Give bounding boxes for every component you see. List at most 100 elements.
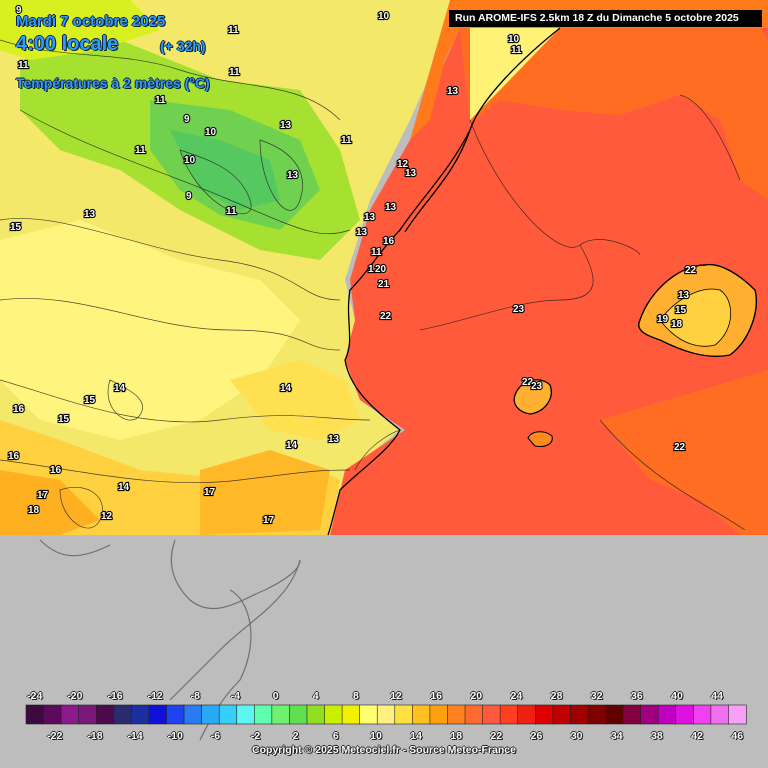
legend-swatch (78, 704, 97, 725)
legend-tick-label: -18 (87, 730, 103, 742)
legend-tick-label: -12 (147, 690, 163, 702)
iso-label: 11 (341, 135, 352, 146)
iso-label: 16 (383, 236, 395, 247)
iso-label: 19 (657, 314, 669, 325)
iso-label: 10 (205, 127, 217, 138)
legend-swatch (43, 704, 62, 725)
parameter-title: Températures à 2 mètres (°C) (16, 75, 210, 91)
iso-label: 16 (8, 451, 20, 462)
iso-label: 13 (287, 170, 299, 181)
legend-swatch (236, 704, 255, 725)
iso-label: 17 (37, 490, 49, 501)
iso-label: 12 (397, 159, 409, 170)
legend-swatch (587, 704, 607, 725)
legend-swatch (517, 704, 536, 725)
iso-label: 9 (186, 191, 192, 202)
iso-label: 14 (280, 383, 292, 394)
iso-label: 23 (531, 381, 543, 392)
copyright-text: Copyright © 2025 Meteociel.fr - Source M… (252, 744, 516, 756)
iso-label: 12 (101, 511, 113, 522)
iso-label: 11 (18, 60, 29, 71)
legend-tick-label: 30 (570, 730, 583, 742)
run-info: Run AROME-IFS 2.5km 18 Z du Dimanche 5 o… (449, 10, 762, 27)
iso-label: 20 (375, 264, 387, 275)
iso-label: 18 (28, 505, 40, 516)
legend-tick-label: 6 (332, 730, 339, 742)
legend-swatch (570, 704, 589, 725)
legend-tick-label: 4 (312, 690, 319, 702)
legend-swatch (131, 704, 150, 725)
legend-tick-label: -22 (47, 730, 63, 742)
forecast-offset: (+ 32h) (160, 38, 206, 54)
forecast-date: Mardi 7 octobre 2025 (16, 13, 166, 30)
legend-tick-label: 22 (490, 730, 503, 742)
legend-swatch (394, 704, 413, 725)
legend-swatch (657, 704, 677, 725)
iso-label: 17 (204, 487, 216, 498)
legend-tick-label: 40 (671, 690, 683, 702)
legend-tick-label: -8 (190, 690, 200, 702)
iso-label: 13 (84, 209, 96, 220)
legend-swatch (412, 704, 431, 725)
legend-tick-label: 32 (590, 690, 603, 702)
legend-tick-label: 28 (550, 690, 563, 702)
iso-label: 16 (50, 465, 62, 476)
legend-bottom-labels: -22 -18 -14 -10 -6 -2 2 6 10 14 18 22 26 30 34 38 42 46 (0, 730, 768, 744)
legend-swatch (534, 704, 554, 725)
iso-label: 16 (13, 404, 25, 415)
legend-tick-label: 2 (292, 730, 299, 742)
iso-label: 11 (371, 247, 382, 258)
iso-label: 10 (378, 11, 390, 22)
legend-swatch (60, 704, 80, 725)
legend-tick-label: 42 (691, 730, 703, 742)
legend-swatch (113, 704, 132, 725)
legend-swatch (728, 704, 747, 725)
iso-label: 11 (229, 67, 240, 78)
iso-label: 22 (380, 311, 392, 322)
iso-label: 13 (328, 434, 340, 445)
legend-swatch (341, 704, 361, 725)
legend-swatch (25, 704, 45, 725)
iso-label: 14 (118, 482, 130, 493)
legend-swatch (376, 704, 396, 725)
iso-label: 14 (286, 440, 298, 451)
legend-swatch (324, 704, 343, 725)
legend-swatch (253, 704, 273, 725)
iso-label: 13 (405, 168, 417, 179)
iso-label: 14 (114, 383, 126, 394)
legend-swatch (640, 704, 659, 725)
legend-swatch (552, 704, 571, 725)
forecast-time: 4:00 locale (16, 33, 119, 55)
legend-tick-label: 24 (510, 690, 523, 702)
legend-swatch (482, 704, 501, 725)
iso-label: 10 (184, 155, 196, 166)
legend-swatch (359, 704, 378, 725)
legend-swatch (622, 704, 642, 725)
iso-label: 13 (356, 227, 368, 238)
legend-swatch (148, 704, 168, 725)
balearic-islands (513, 263, 757, 447)
legend-tick-label: 14 (410, 730, 422, 742)
iso-label: 15 (84, 395, 96, 406)
legend-tick-label: -16 (107, 690, 123, 702)
iso-label: 13 (364, 212, 376, 223)
color-legend (25, 704, 747, 725)
iso-label: 9 (184, 114, 190, 125)
legend-swatch (710, 704, 730, 725)
legend-tick-label: 12 (390, 690, 402, 702)
iso-label: 13 (678, 290, 690, 301)
legend-swatch (306, 704, 326, 725)
legend-tick-label: 8 (352, 690, 359, 702)
legend-tick-label: -6 (210, 730, 221, 742)
legend-tick-label: -10 (167, 730, 183, 742)
iso-label: 22 (522, 377, 534, 388)
iso-label: 18 (671, 319, 683, 330)
legend-swatch (166, 704, 185, 725)
iso-label: 11 (511, 45, 522, 56)
iso-label: 11 (228, 25, 239, 36)
legend-swatch (429, 704, 449, 725)
legend-tick-label: -4 (230, 690, 241, 702)
legend-tick-label: 18 (450, 730, 463, 742)
legend-swatch (605, 704, 624, 725)
